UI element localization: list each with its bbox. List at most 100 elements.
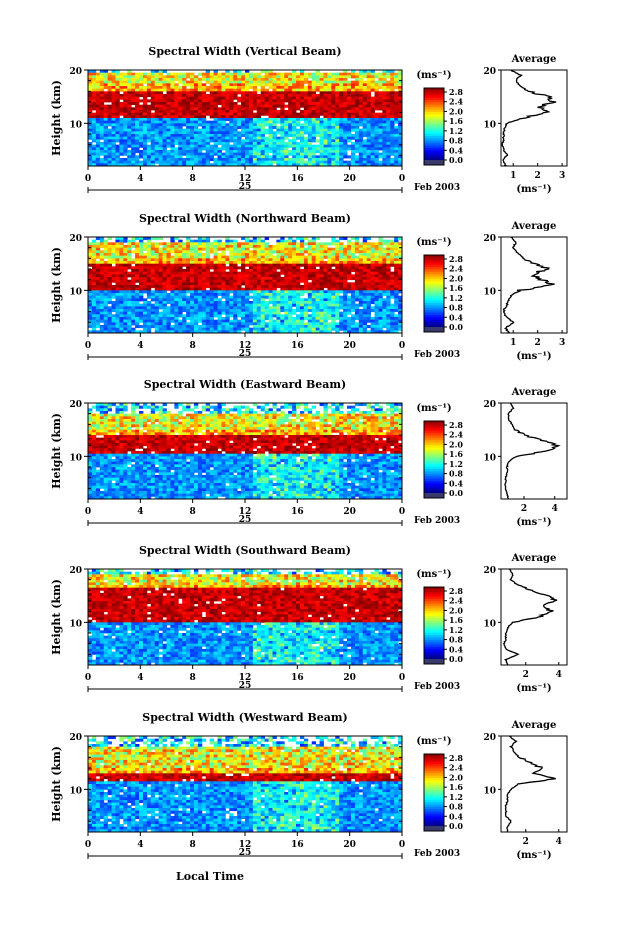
heatmap-cell [312, 309, 316, 312]
heatmap-cell [308, 161, 312, 164]
heatmap-cell [359, 150, 363, 153]
heatmap-cell [167, 261, 171, 264]
heatmap-cell [237, 245, 241, 248]
heatmap-cell [284, 245, 288, 248]
heatmap-cell [367, 115, 371, 118]
heatmap-cell [339, 325, 343, 328]
heatmap-cell [257, 264, 261, 267]
heatmap-cell [233, 274, 237, 277]
heatmap-cell [159, 161, 163, 164]
heatmap-cell [284, 97, 288, 100]
heatmap-cell [170, 290, 174, 293]
heatmap-cell [143, 285, 147, 288]
heatmap-cell [210, 97, 214, 100]
heatmap-cell [127, 312, 131, 315]
heatmap-cell [123, 78, 127, 81]
heatmap-cell [100, 285, 104, 288]
heatmap-cell [115, 150, 119, 153]
heatmap-cell [147, 309, 151, 312]
heatmap-cell [182, 89, 186, 92]
heatmap-cell [198, 105, 202, 108]
heatmap-cell [167, 89, 171, 92]
heatmap-cell [257, 240, 261, 243]
colorbar-segment [424, 136, 444, 139]
heatmap-cell [112, 137, 116, 140]
heatmap-cell [139, 314, 143, 317]
heatmap-cell [100, 102, 104, 105]
heatmap-cell [100, 118, 104, 121]
heatmap-cell [292, 304, 296, 307]
heatmap-cell [327, 242, 331, 245]
heatmap-cell [265, 290, 269, 293]
heatmap-cell [327, 118, 331, 121]
heatmap-cell [304, 264, 308, 267]
heatmap-cell [237, 115, 241, 118]
heatmap-cell [115, 253, 119, 256]
heatmap-cell [147, 274, 151, 277]
heatmap-cell [269, 134, 273, 137]
heatmap-cell [355, 75, 359, 78]
heatmap-cell [237, 272, 241, 275]
heatmap-cell [257, 322, 261, 325]
heatmap-cell [371, 142, 375, 145]
heatmap-cell [320, 145, 324, 148]
heatmap-cell [394, 126, 398, 129]
heatmap-cell [316, 245, 320, 248]
heatmap-cell [253, 285, 257, 288]
heatmap-cell [312, 158, 316, 161]
heatmap-cell [375, 107, 379, 110]
heatmap-cell [92, 145, 96, 148]
x-tick-label: 16 [291, 174, 304, 184]
heatmap-cell [288, 269, 292, 272]
heatmap-cell [327, 107, 331, 110]
heatmap-cell [115, 314, 119, 317]
heatmap-cell [390, 97, 394, 100]
heatmap-cell [308, 314, 312, 317]
heatmap-cell [131, 282, 135, 285]
heatmap-cell [292, 296, 296, 299]
heatmap-cell [206, 86, 210, 89]
heatmap-cell [214, 325, 218, 328]
heatmap-cell [272, 325, 276, 328]
heatmap-cell [249, 142, 253, 145]
heatmap-cell [147, 107, 151, 110]
heatmap-cell [92, 75, 96, 78]
heatmap-cell [151, 293, 155, 296]
heatmap-cell [135, 322, 139, 325]
heatmap-cell [378, 107, 382, 110]
heatmap-cell [112, 248, 116, 251]
heatmap-cell [178, 99, 182, 102]
heatmap-cell [147, 134, 151, 137]
heatmap-cell [151, 258, 155, 261]
heatmap-cell [304, 298, 308, 301]
heatmap-cell [331, 131, 335, 134]
heatmap-cell [115, 293, 119, 296]
heatmap-cell [304, 94, 308, 97]
heatmap-cell [276, 256, 280, 259]
heatmap-cell [119, 86, 123, 89]
heatmap-cell [312, 129, 316, 132]
heatmap-cell [276, 126, 280, 129]
heatmap-cell [151, 81, 155, 84]
heatmap-cell [237, 113, 241, 116]
heatmap-cell [96, 115, 100, 118]
heatmap-cell [108, 242, 112, 245]
heatmap-cell [276, 290, 280, 293]
heatmap-cell [269, 158, 273, 161]
heatmap-cell [210, 322, 214, 325]
heatmap-cell [170, 280, 174, 283]
heatmap-cell [108, 75, 112, 78]
heatmap-cell [127, 285, 131, 288]
heatmap-cell [139, 86, 143, 89]
heatmap-cell [115, 245, 119, 248]
heatmap-cell [300, 91, 304, 94]
heatmap-cell [284, 150, 288, 153]
heatmap-cell [229, 277, 233, 280]
heatmap-cell [170, 277, 174, 280]
heatmap-cell [108, 290, 112, 293]
heatmap-cell [371, 134, 375, 137]
heatmap-cell [221, 129, 225, 132]
heatmap-cell [316, 306, 320, 309]
heatmap-cell [139, 264, 143, 267]
heatmap-cell [198, 325, 202, 328]
